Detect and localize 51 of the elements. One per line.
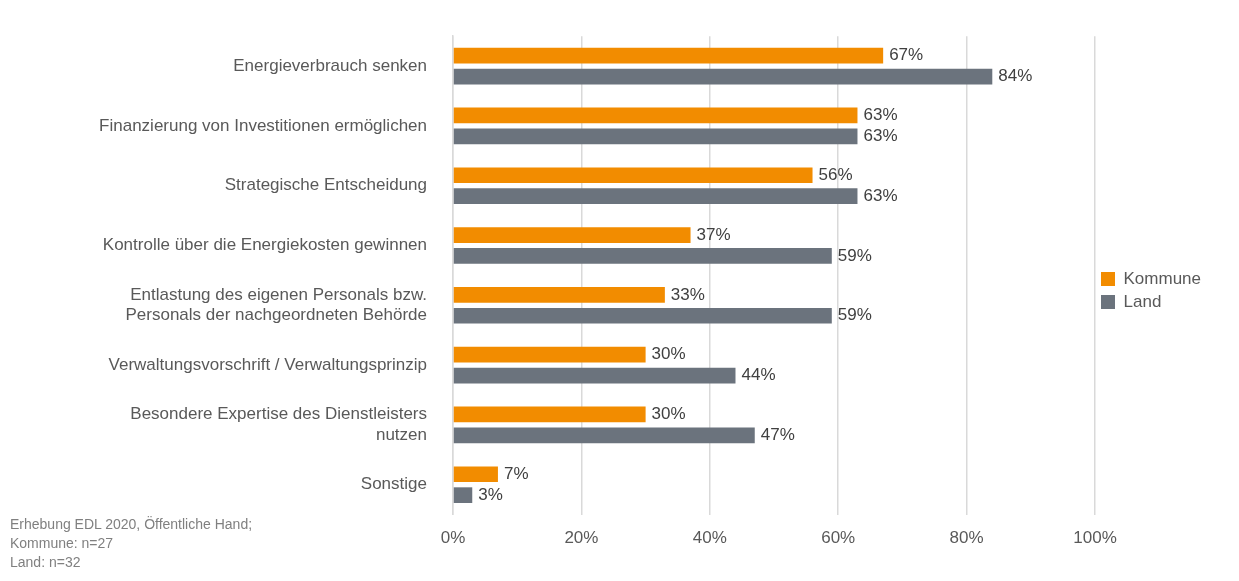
x-tick-label: 80%	[949, 528, 984, 548]
data-label: 56%	[818, 164, 853, 184]
data-label: 3%	[478, 484, 503, 504]
data-label: 30%	[651, 344, 686, 364]
data-label: 44%	[741, 365, 776, 385]
legend-label: Land	[1123, 291, 1162, 311]
data-label: 33%	[670, 284, 705, 304]
data-label: 47%	[760, 425, 795, 445]
text: Erhebung EDL 2020, Öffentliche Hand;	[10, 515, 253, 532]
x-tick-label: 40%	[692, 528, 727, 548]
x-tick-label: 20%	[564, 528, 599, 548]
text: Kommune: n=27	[10, 535, 114, 551]
y-tick-label: Entlastung des eigenen Personals bzw. Personals der nachgeordneten Behörde	[125, 284, 427, 325]
data-label: 30%	[651, 404, 686, 424]
y-tick-label: Sonstige	[360, 474, 427, 494]
bar	[453, 188, 858, 205]
bar	[453, 107, 858, 124]
bar	[453, 346, 646, 363]
bar	[453, 167, 813, 184]
bar	[453, 47, 884, 64]
bar	[453, 248, 832, 264]
bar	[453, 466, 498, 483]
data-label: 37%	[696, 224, 731, 244]
bar	[453, 227, 691, 243]
text: Land: n=32	[10, 554, 81, 570]
data-label: 7%	[503, 463, 529, 483]
y-tick-label: Besondere Expertise des Dienstleisters nutzen	[130, 404, 427, 444]
y-tick-label: Finanzierung von Investitionen ermöglichen	[99, 115, 427, 135]
bar	[453, 128, 858, 145]
y-tick-label: Strategische Entscheidung	[224, 175, 427, 195]
legend-label: Kommune	[1123, 268, 1201, 288]
bar	[453, 427, 755, 444]
bar	[453, 68, 993, 85]
data-label: 63%	[863, 126, 898, 146]
data-label: 84%	[998, 66, 1033, 86]
y-tick-label: Verwaltungsvorschrift / Verwaltungsprinzip	[108, 354, 427, 374]
x-tick-label: 0%	[440, 528, 466, 548]
y-tick-label: Kontrolle über die Energiekosten gewinnen	[102, 235, 427, 255]
bar	[453, 286, 665, 303]
data-label: 63%	[863, 185, 898, 205]
x-tick-label: 100%	[1073, 528, 1117, 548]
data-label: 59%	[837, 305, 872, 325]
bar	[453, 487, 473, 504]
y-tick-label: Energieverbrauch senken	[233, 55, 427, 75]
data-label: 59%	[837, 245, 872, 265]
bar	[453, 406, 646, 423]
bar	[453, 307, 832, 324]
x-tick-label: 60%	[821, 528, 856, 548]
bar	[453, 367, 736, 384]
data-label: 67%	[889, 45, 924, 65]
data-label: 63%	[863, 105, 898, 125]
